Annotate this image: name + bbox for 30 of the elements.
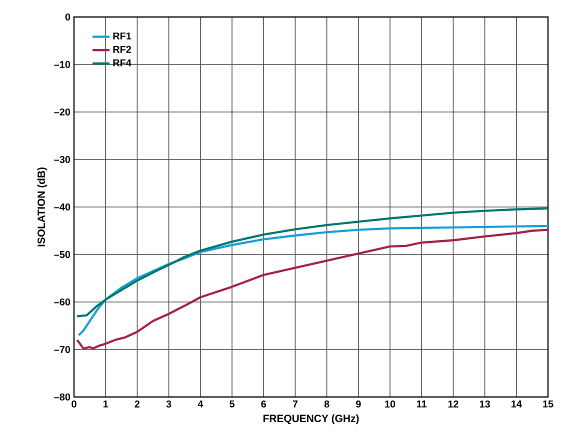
x-tick-label: 3 [166,400,172,408]
x-tick-label: 10 [385,400,396,408]
x-tick-label: 6 [261,400,266,408]
x-axis-title: FREQUENCY (GHz) [263,414,359,424]
y-tick-label: –30 [54,156,70,164]
y-tick-label: –60 [54,298,70,306]
x-tick-label: 7 [292,400,298,408]
y-tick-label: –40 [54,203,70,211]
x-tick-label: 14 [511,400,522,408]
y-tick-label: –80 [54,393,70,401]
x-tick-label: 8 [324,400,330,408]
x-tick-label: 5 [230,400,235,408]
x-tick-label: 13 [480,400,490,408]
x-tick-label: 4 [198,400,204,408]
legend-label: RF4 [113,59,132,66]
x-tick-label: 15 [543,400,554,408]
y-tick-label: –10 [54,60,70,68]
y-tick-label: –20 [54,108,70,116]
x-tick-label: 11 [416,400,427,408]
y-tick-label: –70 [54,346,70,354]
x-tick-label: 0 [72,400,76,408]
y-tick-label: –50 [54,250,70,258]
y-axis-title: ISOLATION (dB) [37,168,48,246]
legend-label: RF1 [113,32,132,40]
y-tick-label: 0 [65,13,70,21]
x-tick-label: 12 [448,400,458,408]
x-tick-label: 1 [103,400,108,408]
x-tick-label: 9 [356,400,361,408]
legend-label: RF2 [113,46,132,53]
x-tick-label: 2 [134,400,140,408]
